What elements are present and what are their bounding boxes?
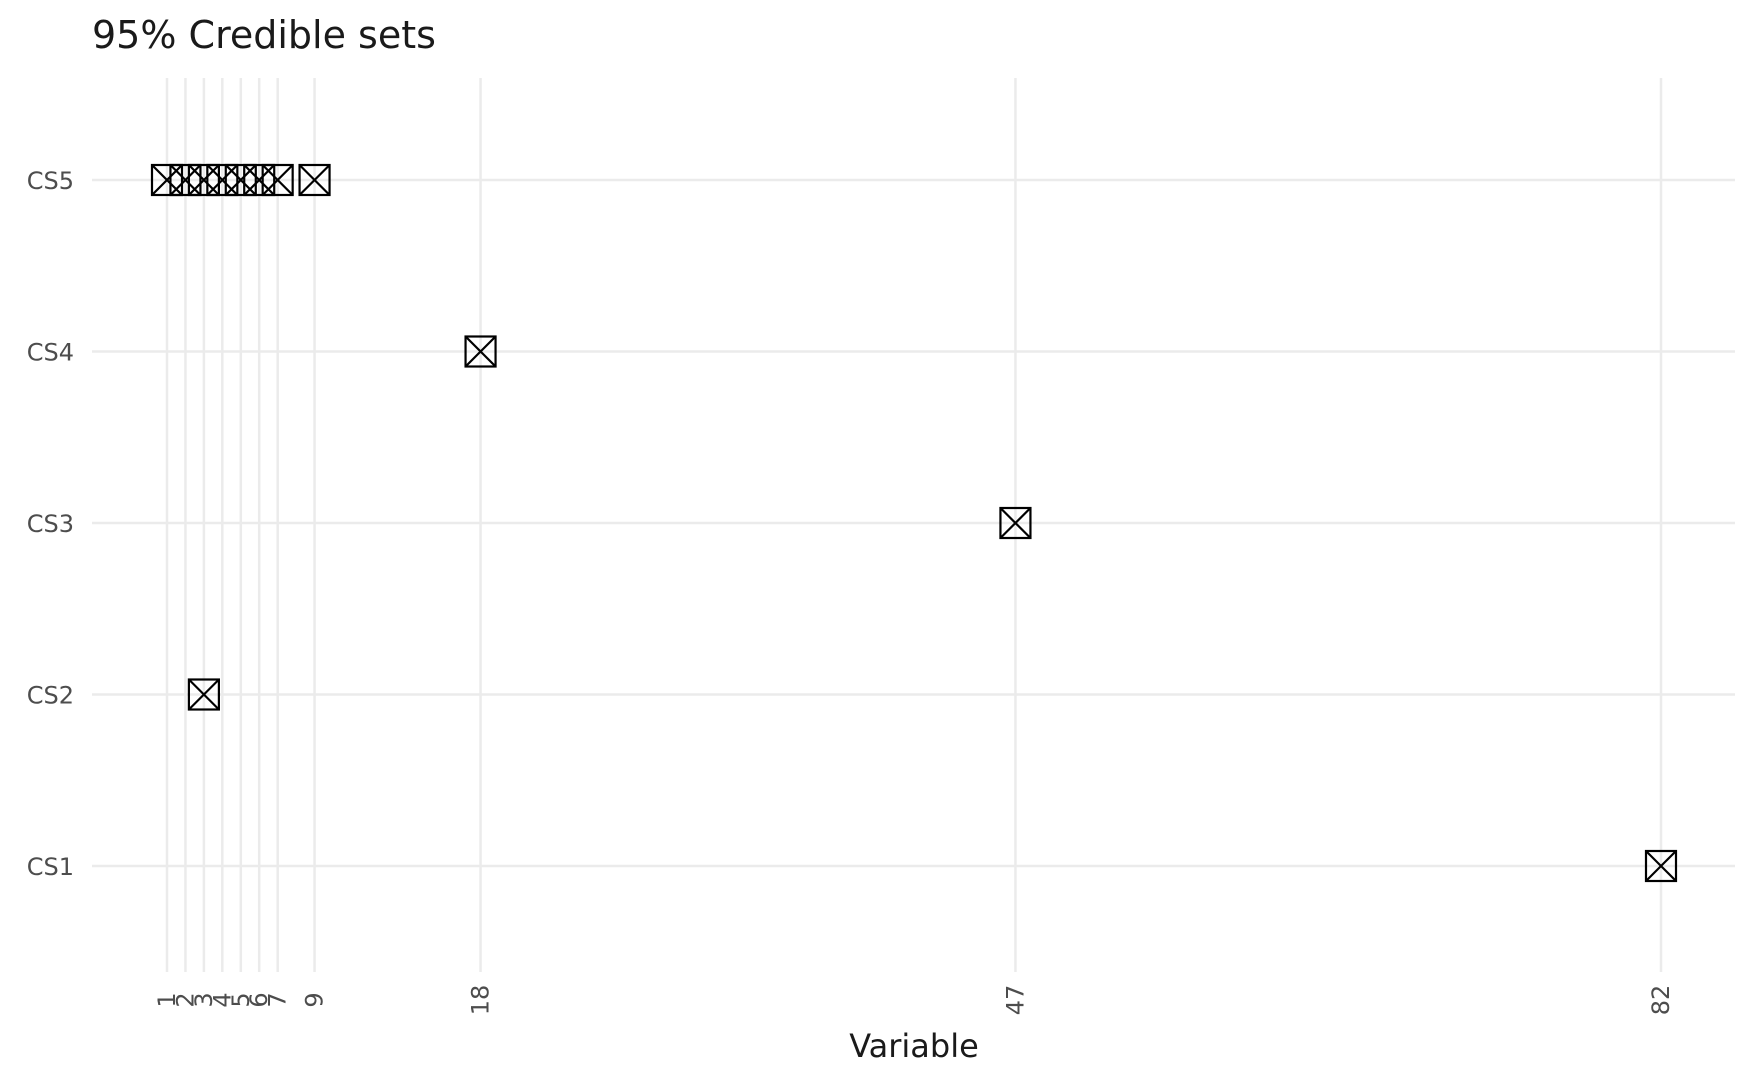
data-point [187, 678, 220, 711]
y-gridlines [92, 178, 1735, 868]
x-tick-label: 82 [1647, 985, 1675, 1016]
y-tick-labels: CS1 CS2 CS3 CS4 CS5 [27, 167, 74, 881]
x-tick-label: 18 [467, 985, 495, 1016]
x-gridlines [165, 78, 1663, 972]
data-point [261, 163, 294, 197]
data-point [999, 506, 1032, 540]
x-tick-label: 47 [1001, 985, 1029, 1016]
x-tick-label: 9 [301, 992, 329, 1007]
x-tick-label: 6 [245, 992, 273, 1007]
data-point [1644, 849, 1678, 883]
x-tick-label: 1 [153, 992, 181, 1007]
x-tick-label: 7 [264, 992, 292, 1007]
x-axis-title: Variable [849, 1027, 979, 1065]
x-tick-label: 2 [171, 992, 199, 1007]
data-point [464, 335, 497, 368]
y-tick-label: CS2 [27, 682, 74, 710]
x-tick-label: 3 [190, 992, 218, 1007]
data-point [298, 163, 331, 197]
x-tick-label: 4 [208, 992, 236, 1007]
data-points [150, 163, 1678, 883]
x-tick-label: 5 [227, 992, 255, 1007]
chart-title: 95% Credible sets [92, 13, 436, 57]
y-tick-label: CS4 [27, 339, 74, 367]
y-tick-label: CS5 [27, 167, 74, 195]
y-tick-label: CS3 [27, 510, 74, 538]
y-tick-label: CS1 [27, 853, 74, 881]
